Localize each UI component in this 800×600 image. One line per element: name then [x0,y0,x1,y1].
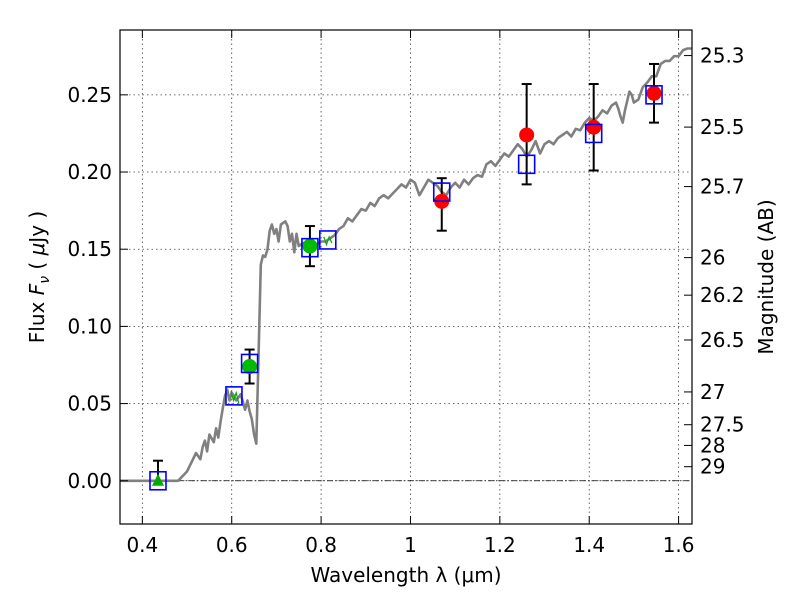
model-photometry-square [301,237,319,258]
model-photometry-square [240,353,259,374]
x-axis-title: Wavelength λ (μm) [310,563,501,587]
y-axis-title-open: ( [25,255,49,276]
model-photometry-square [432,182,451,202]
y-axis-title-unit: Jy ) [25,211,49,245]
marker-layer [149,62,663,491]
nir-data-point [586,119,602,135]
model-photometry-square [318,230,337,250]
y-axis-title-subscript: ν [37,276,53,284]
y2-tick-label: 26.5 [700,328,745,352]
optical-data-point [302,238,318,254]
y2-tick-label: 26 [700,246,725,270]
optical-filter-trace [230,390,240,404]
x-tick-label: 1 [404,533,417,557]
y-axis-title-symbol: F [25,283,49,295]
model-curve-layer [120,47,692,483]
y-tick-label: 0.10 [67,314,112,338]
nir-filter-trace [323,235,333,247]
y-tick-label: 0.15 [67,237,112,261]
y2-tick-label: 25.7 [700,175,745,199]
model-photometry-square [517,154,536,175]
y2-tick-label: 26.2 [700,283,745,307]
y-tick-label: 0.00 [67,469,112,493]
y-axis-title: Flux Fν ( μJy ) [25,211,53,343]
nir-data-point [646,85,662,101]
tick-layer: 0.4 0.6 0.8 1 1.2 1.4 1.6 0.00 0.05 0.10 0.15 0.20 0… [67,30,745,557]
y2-tick-label: 27.5 [700,413,745,437]
y-axis-title-prefix: Flux [25,295,49,343]
nondetection-triangle [151,473,164,486]
y-axis-title-mu: μ [25,243,49,257]
plot-background [120,30,692,524]
y-tick-label: 0.05 [67,392,112,416]
x-tick-label: 0.8 [305,533,337,557]
optical-data-point [242,359,258,375]
y2-tick-label: 27 [700,380,725,404]
y2-axis-title: Magnitude (AB) [754,199,778,354]
y-tick-label: 0.20 [67,160,112,184]
model-photometry-square [584,123,603,144]
y2-tick-label: 25.5 [700,115,745,139]
y2-tick-label: 25.3 [700,44,745,68]
y2-tick-label: 28 [700,433,725,457]
model-photometry-square [645,85,663,105]
plot-frame [119,29,693,525]
x-tick-label: 1.4 [573,533,605,557]
x-tick-label: 0.6 [216,533,248,557]
nir-data-point [519,127,535,143]
x-tick-label: 1.6 [663,533,695,557]
x-tick-label: 0.4 [126,533,158,557]
x-tick-label: 1.2 [484,533,516,557]
model-photometry-square [225,386,243,406]
model-sed-curve [120,47,692,483]
model-photometry-square [149,470,167,491]
y2-tick-label: 29 [700,455,725,479]
y-tick-label: 0.25 [67,83,112,107]
